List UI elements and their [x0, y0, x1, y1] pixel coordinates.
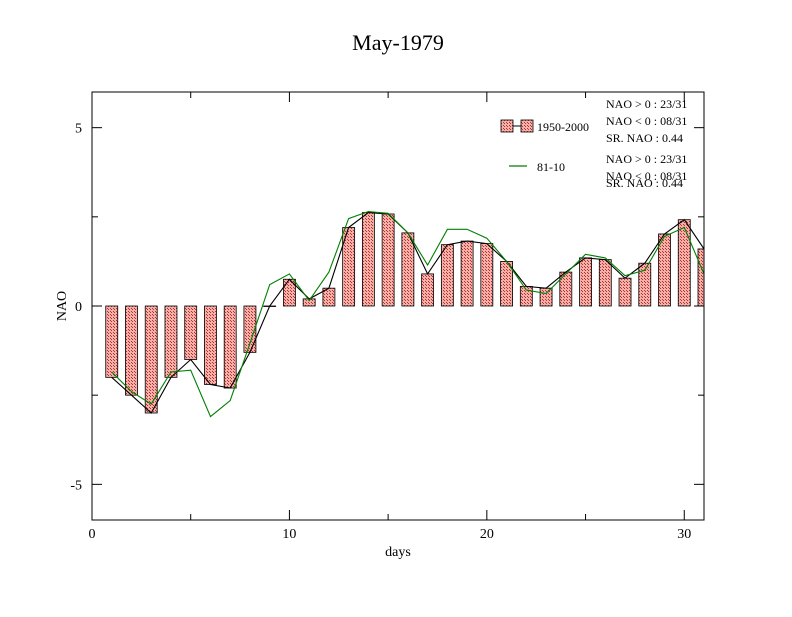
legend-stat-line: NAO > 0 : 23/31 [606, 152, 687, 166]
bar [618, 277, 632, 307]
y-tick-label: -5 [70, 478, 82, 493]
bar [539, 287, 553, 307]
x-tick-label: 30 [677, 527, 691, 542]
chart-title: May-1979 [352, 30, 444, 55]
bar [361, 212, 375, 307]
line-series-group [111, 210, 704, 418]
legend-stats-line: NAO > 0 : 23/31 NAO < 0 : 08/31 SR. NAO … [606, 152, 687, 190]
bar [480, 243, 494, 307]
bar [677, 219, 691, 307]
bar [381, 213, 395, 307]
bar [697, 248, 704, 307]
bar [401, 232, 415, 307]
legend-entry-line: 81-10 [509, 160, 565, 174]
legend-bar-swatch-left [500, 119, 514, 133]
bar [598, 259, 612, 307]
y-axis-label: NAO [55, 291, 70, 321]
legend-bar-swatch-right [520, 119, 534, 133]
bar [125, 305, 138, 396]
y-tick-label: 0 [75, 300, 82, 315]
x-tick-label: 10 [282, 527, 296, 542]
legend-label-bar: 1950-2000 [537, 120, 589, 134]
series-line-81-10 [111, 210, 704, 418]
y-tick-label: 5 [75, 122, 82, 137]
x-tick-label: 0 [89, 527, 96, 542]
bar [440, 244, 454, 307]
legend-stat-line: NAO < 0 : 08/31 [606, 169, 687, 183]
x-axis: 0 10 20 30 [89, 92, 691, 542]
x-tick-label: 20 [480, 527, 494, 542]
bar [223, 305, 237, 389]
legend-stat-line: NAO > 0 : 23/31 [606, 97, 687, 111]
bar [164, 305, 178, 378]
bar [579, 257, 592, 307]
legend-entry-bar: 1950-2000 [500, 119, 589, 134]
bar-series [105, 212, 704, 414]
bar [460, 240, 474, 307]
bar [559, 271, 573, 307]
legend: 1950-2000 NAO > 0 : 23/31 NAO < 0 : 08/3… [500, 97, 687, 190]
legend-stat-line: SR. NAO : 0.44 [606, 131, 683, 145]
bar [658, 233, 671, 307]
legend-stat-line: NAO < 0 : 08/31 [606, 114, 687, 128]
bar [105, 305, 119, 378]
legend-stat-line: SR. NAO : 0.44 [606, 176, 683, 190]
x-axis-label: days [385, 545, 411, 560]
bar [184, 305, 198, 360]
bar [204, 305, 217, 385]
bar [421, 273, 435, 307]
legend-label-line: 81-10 [537, 160, 565, 174]
y-axis: -5 0 5 [70, 122, 704, 493]
legend-stats-bar: NAO > 0 : 23/31 NAO < 0 : 08/31 SR. NAO … [606, 97, 687, 145]
